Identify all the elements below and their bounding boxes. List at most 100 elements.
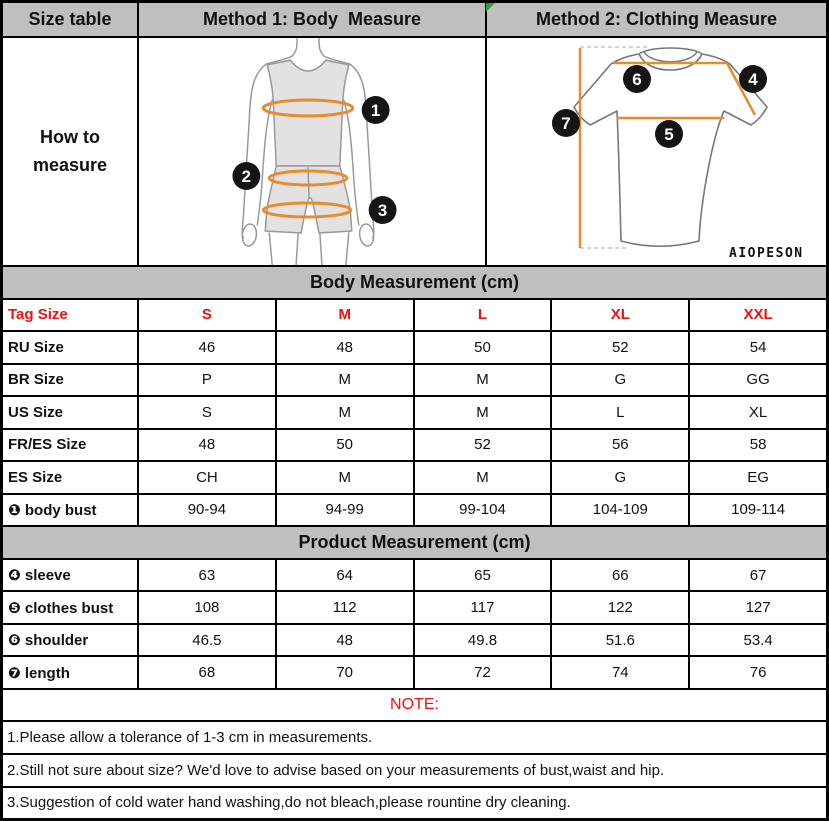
marker-3-icon: 3 xyxy=(368,196,397,224)
svg-text:4: 4 xyxy=(748,70,758,89)
product-measurement-title: Product Measurement (cm) xyxy=(3,527,826,560)
cell-value: 48 xyxy=(277,332,415,363)
cell-value: 50 xyxy=(277,429,415,461)
table-row: ❺ clothes bust 108 112 117 122 127 xyxy=(3,592,826,625)
cell-value: 94-99 xyxy=(277,494,415,526)
body-measure-illustration: 1 2 3 xyxy=(139,38,487,265)
cell-value: 64 xyxy=(277,559,415,591)
cell-value: L xyxy=(415,299,553,331)
body-measurement-title: Body Measurement (cm) xyxy=(3,267,826,300)
cell-value: 48 xyxy=(139,429,277,461)
tshirt-icon: 6 4 5 7 AIOPESON xyxy=(552,46,804,261)
cell-value: 117 xyxy=(415,592,553,623)
row-label: ❻ shoulder xyxy=(3,624,139,656)
cell-value: 74 xyxy=(552,657,691,688)
row-label: ❹ sleeve xyxy=(3,559,139,591)
marker-5-icon: 5 xyxy=(655,120,683,148)
cell-value: M xyxy=(415,397,553,428)
tag-size-row: Tag Size S M L XL XXL xyxy=(3,299,826,333)
cell-value: XL xyxy=(552,299,691,331)
cell-value: M xyxy=(277,397,415,428)
cell-value: 108 xyxy=(139,592,277,623)
hip-measure-line xyxy=(261,201,353,219)
note-title: NOTE: xyxy=(3,690,826,723)
method1-title: Method 1: Body Measure xyxy=(139,3,487,36)
cell-value: 112 xyxy=(277,592,415,623)
table-row: ❶ body bust 90-94 94-99 99-104 104-109 1… xyxy=(3,494,826,528)
cell-value: 68 xyxy=(139,657,277,688)
table-row: BR Size P M M G GG xyxy=(3,364,826,398)
cell-value: M xyxy=(277,462,415,493)
table-row: RU Size 46 48 50 52 54 xyxy=(3,332,826,365)
svg-text:6: 6 xyxy=(632,70,641,89)
marker-2-icon: 2 xyxy=(232,162,261,190)
cell-value: 63 xyxy=(139,559,277,591)
svg-text:7: 7 xyxy=(561,114,570,133)
cell-value: P xyxy=(139,364,277,396)
cell-value: 46.5 xyxy=(139,624,277,656)
cell-value: 58 xyxy=(749,436,767,454)
cell-value: M xyxy=(415,364,553,396)
title-row: Size table Method 1: Body Measure Method… xyxy=(3,3,826,38)
body-figure-icon: 1 2 3 xyxy=(232,38,397,265)
cell-value: XL xyxy=(748,403,768,421)
cell-value: M xyxy=(277,364,415,396)
row-label: FR/ES Size xyxy=(3,429,139,461)
row-label: Tag Size xyxy=(3,299,139,331)
row-label: ❶ body bust xyxy=(3,494,139,526)
cell-value: S xyxy=(139,299,277,331)
cell-value: 53.4 xyxy=(743,631,773,649)
cell-value: 127 xyxy=(745,599,771,617)
cell-value: L xyxy=(552,397,691,428)
cell-corner-flag xyxy=(486,3,495,12)
marker-7-icon: 7 xyxy=(552,109,580,137)
cell-value: 72 xyxy=(415,657,553,688)
row-label: ❺ clothes bust xyxy=(3,592,139,623)
cell-value: 90-94 xyxy=(139,494,277,526)
cell-value: 50 xyxy=(415,332,553,363)
note-item: 3.Suggestion of cold water hand washing,… xyxy=(7,794,571,812)
table-row: ❻ shoulder 46.5 48 49.8 51.6 53.4 xyxy=(3,624,826,658)
cell-value: G xyxy=(552,364,691,396)
cell-value: 48 xyxy=(277,624,415,656)
sleeve-measure-line xyxy=(725,62,757,116)
how-to-measure-row: How to measure xyxy=(3,38,826,267)
cell-value: 104-109 xyxy=(552,494,691,526)
cell-value: XXL xyxy=(743,306,773,324)
cell-value: 52 xyxy=(415,429,553,461)
table-row: ❹ sleeve 63 64 65 66 67 xyxy=(3,559,826,593)
row-label: BR Size xyxy=(3,364,139,396)
table-row: ❼ length 68 70 72 74 76 xyxy=(3,657,826,690)
cell-value: 51.6 xyxy=(552,624,691,656)
cell-value: 49.8 xyxy=(415,624,553,656)
marker-4-icon: 4 xyxy=(739,65,767,93)
cell-value: 109-114 xyxy=(731,501,786,519)
row-label: ES Size xyxy=(3,462,139,493)
cell-value: CH xyxy=(139,462,277,493)
waist-measure-line xyxy=(267,169,349,187)
cell-value: G xyxy=(552,462,691,493)
cell-value: 54 xyxy=(749,338,767,356)
cell-value: 67 xyxy=(749,566,767,584)
method2-title: Method 2: Clothing Measure xyxy=(535,9,777,29)
row-label: ❼ length xyxy=(3,657,139,688)
cell-value: M xyxy=(277,299,415,331)
cell-value: 99-104 xyxy=(415,494,553,526)
cell-value: GG xyxy=(746,371,770,389)
size-table-title: Size table xyxy=(3,3,139,36)
marker-1-icon: 1 xyxy=(361,96,390,124)
cell-value: 65 xyxy=(415,559,553,591)
table-row: FR/ES Size 48 50 52 56 58 xyxy=(3,429,826,463)
note-item: 2.Still not sure about size? We'd love t… xyxy=(3,755,826,788)
brand-text: AIOPESON xyxy=(729,246,804,261)
svg-text:1: 1 xyxy=(371,101,380,120)
cell-value: 56 xyxy=(552,429,691,461)
table-row: ES Size CH M M G EG xyxy=(3,462,826,495)
cell-value: EG xyxy=(747,468,769,486)
cell-value: 70 xyxy=(277,657,415,688)
bust-measure-line xyxy=(261,98,355,118)
clothing-measure-illustration: 6 4 5 7 AIOPESON xyxy=(487,38,826,265)
marker-6-icon: 6 xyxy=(623,65,651,93)
note-item: 1.Please allow a tolerance of 1-3 cm in … xyxy=(3,722,826,755)
